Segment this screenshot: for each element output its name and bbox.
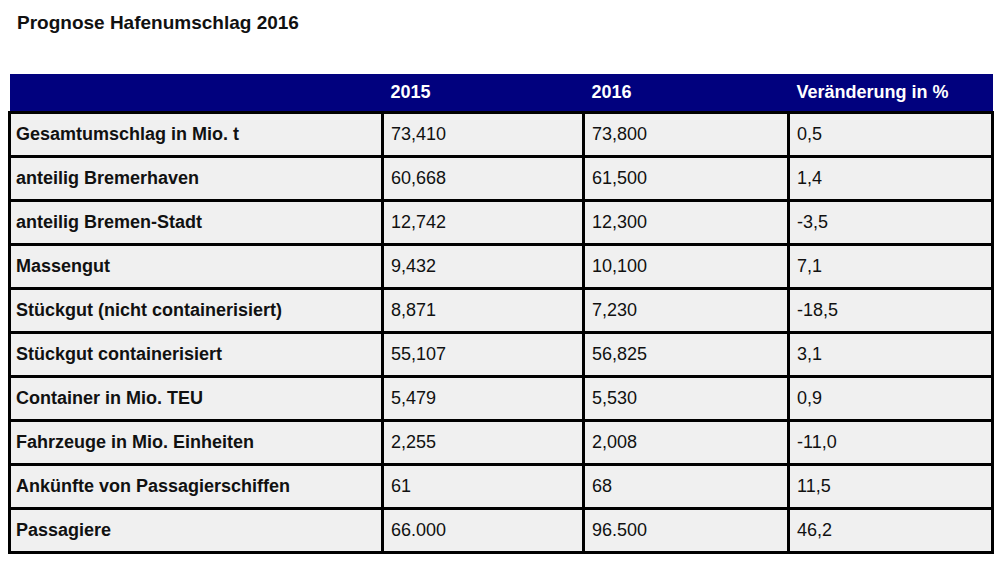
column-header-2015: 2015 xyxy=(383,74,584,113)
row-label: Stückgut (nicht containerisiert) xyxy=(10,289,383,333)
value-change: 46,2 xyxy=(789,509,993,553)
row-label: Stückgut containerisiert xyxy=(10,333,383,377)
value-change: 11,5 xyxy=(789,465,993,509)
value-change: 3,1 xyxy=(789,333,993,377)
column-header-change: Veränderung in % xyxy=(789,74,993,113)
value-2016: 7,230 xyxy=(584,289,789,333)
table-row: Massengut 9,432 10,100 7,1 xyxy=(10,245,993,289)
value-2015: 9,432 xyxy=(383,245,584,289)
table-row: Stückgut (nicht containerisiert) 8,871 7… xyxy=(10,289,993,333)
table-row: Ankünfte von Passagierschiffen 61 68 11,… xyxy=(10,465,993,509)
value-2016: 12,300 xyxy=(584,201,789,245)
value-2015: 66.000 xyxy=(383,509,584,553)
table-row: Stückgut containerisiert 55,107 56,825 3… xyxy=(10,333,993,377)
row-label: Passagiere xyxy=(10,509,383,553)
row-label: Ankünfte von Passagierschiffen xyxy=(10,465,383,509)
page: Prognose Hafenumschlag 2016 2015 2016 Ve… xyxy=(0,0,1006,571)
value-change: -3,5 xyxy=(789,201,993,245)
row-label: anteilig Bremerhaven xyxy=(10,157,383,201)
value-2015: 2,255 xyxy=(383,421,584,465)
value-2015: 55,107 xyxy=(383,333,584,377)
value-2016: 10,100 xyxy=(584,245,789,289)
row-label: Gesamtumschlag in Mio. t xyxy=(10,113,383,157)
value-2015: 5,479 xyxy=(383,377,584,421)
page-title: Prognose Hafenumschlag 2016 xyxy=(17,12,299,34)
value-2016: 68 xyxy=(584,465,789,509)
value-2016: 2,008 xyxy=(584,421,789,465)
column-header-item xyxy=(10,74,383,113)
value-change: 7,1 xyxy=(789,245,993,289)
row-label: Container in Mio. TEU xyxy=(10,377,383,421)
table-row: Gesamtumschlag in Mio. t 73,410 73,800 0… xyxy=(10,113,993,157)
value-2015: 73,410 xyxy=(383,113,584,157)
value-2016: 73,800 xyxy=(584,113,789,157)
value-2015: 8,871 xyxy=(383,289,584,333)
value-2015: 12,742 xyxy=(383,201,584,245)
row-label: Massengut xyxy=(10,245,383,289)
value-2016: 61,500 xyxy=(584,157,789,201)
value-2016: 96.500 xyxy=(584,509,789,553)
row-label: anteilig Bremen-Stadt xyxy=(10,201,383,245)
column-header-2016: 2016 xyxy=(584,74,789,113)
value-change: 0,5 xyxy=(789,113,993,157)
table-row: Container in Mio. TEU 5,479 5,530 0,9 xyxy=(10,377,993,421)
value-2015: 60,668 xyxy=(383,157,584,201)
value-2015: 61 xyxy=(383,465,584,509)
value-change: 0,9 xyxy=(789,377,993,421)
table-header-row: 2015 2016 Veränderung in % xyxy=(10,74,993,113)
value-2016: 56,825 xyxy=(584,333,789,377)
table-row: anteilig Bremerhaven 60,668 61,500 1,4 xyxy=(10,157,993,201)
row-label: Fahrzeuge in Mio. Einheiten xyxy=(10,421,383,465)
table-row: anteilig Bremen-Stadt 12,742 12,300 -3,5 xyxy=(10,201,993,245)
table-row: Passagiere 66.000 96.500 46,2 xyxy=(10,509,993,553)
value-change: -11,0 xyxy=(789,421,993,465)
value-change: 1,4 xyxy=(789,157,993,201)
table-row: Fahrzeuge in Mio. Einheiten 2,255 2,008 … xyxy=(10,421,993,465)
value-change: -18,5 xyxy=(789,289,993,333)
value-2016: 5,530 xyxy=(584,377,789,421)
forecast-table: 2015 2016 Veränderung in % Gesamtumschla… xyxy=(8,74,994,554)
